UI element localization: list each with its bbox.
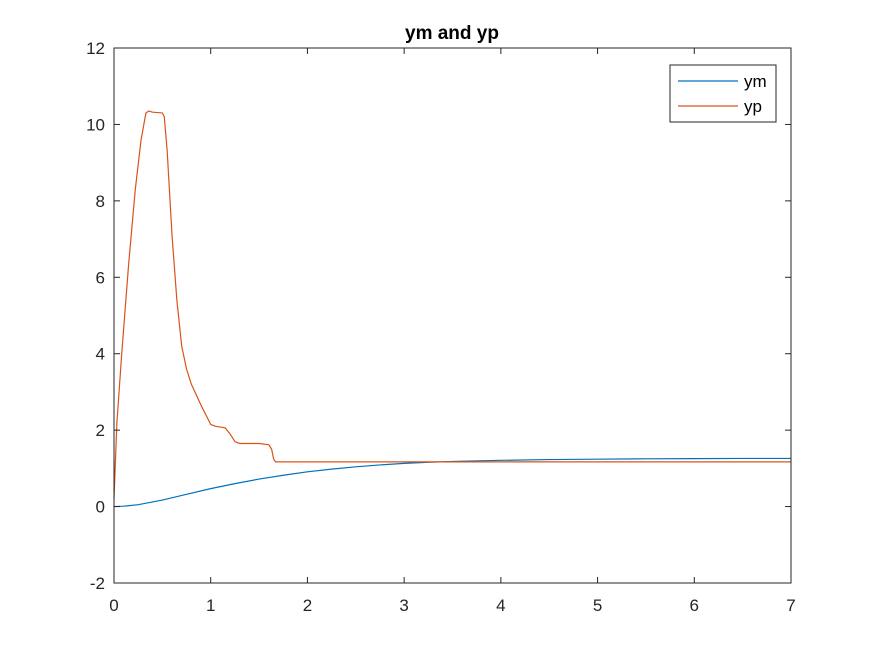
y-tick-label: -2 bbox=[90, 574, 105, 593]
axes-box bbox=[113, 47, 792, 584]
x-tick-label: 0 bbox=[109, 596, 118, 615]
series-layer bbox=[113, 110, 791, 508]
legend-box bbox=[669, 64, 777, 123]
legend: ym yp bbox=[669, 64, 777, 123]
y-tick-label: 8 bbox=[96, 192, 105, 211]
x-tick-label: 2 bbox=[303, 596, 312, 615]
x-tick-label: 1 bbox=[206, 596, 215, 615]
series-line-yp bbox=[113, 110, 791, 499]
chart-title: ym and yp bbox=[405, 23, 499, 44]
axes-background bbox=[114, 48, 791, 583]
y-axis-ticks: -2 0 2 4 6 8 10 12 bbox=[86, 39, 791, 593]
y-tick-label: 6 bbox=[96, 268, 105, 287]
legend-label-yp: yp bbox=[744, 97, 762, 116]
y-tick-label: 12 bbox=[86, 39, 105, 58]
legend-label-ym: ym bbox=[744, 72, 767, 91]
x-tick-label: 4 bbox=[496, 596, 505, 615]
x-tick-label: 7 bbox=[786, 596, 795, 615]
series-line-ym bbox=[113, 457, 791, 508]
y-tick-label: 10 bbox=[86, 115, 105, 134]
y-tick-label: 2 bbox=[96, 421, 105, 440]
y-tick-label: 0 bbox=[96, 498, 105, 517]
x-tick-label: 5 bbox=[593, 596, 602, 615]
x-tick-label: 3 bbox=[399, 596, 408, 615]
x-tick-label: 6 bbox=[690, 596, 699, 615]
y-tick-label: 4 bbox=[96, 345, 105, 364]
x-axis-ticks: 0 1 2 3 4 5 6 7 bbox=[109, 48, 796, 615]
